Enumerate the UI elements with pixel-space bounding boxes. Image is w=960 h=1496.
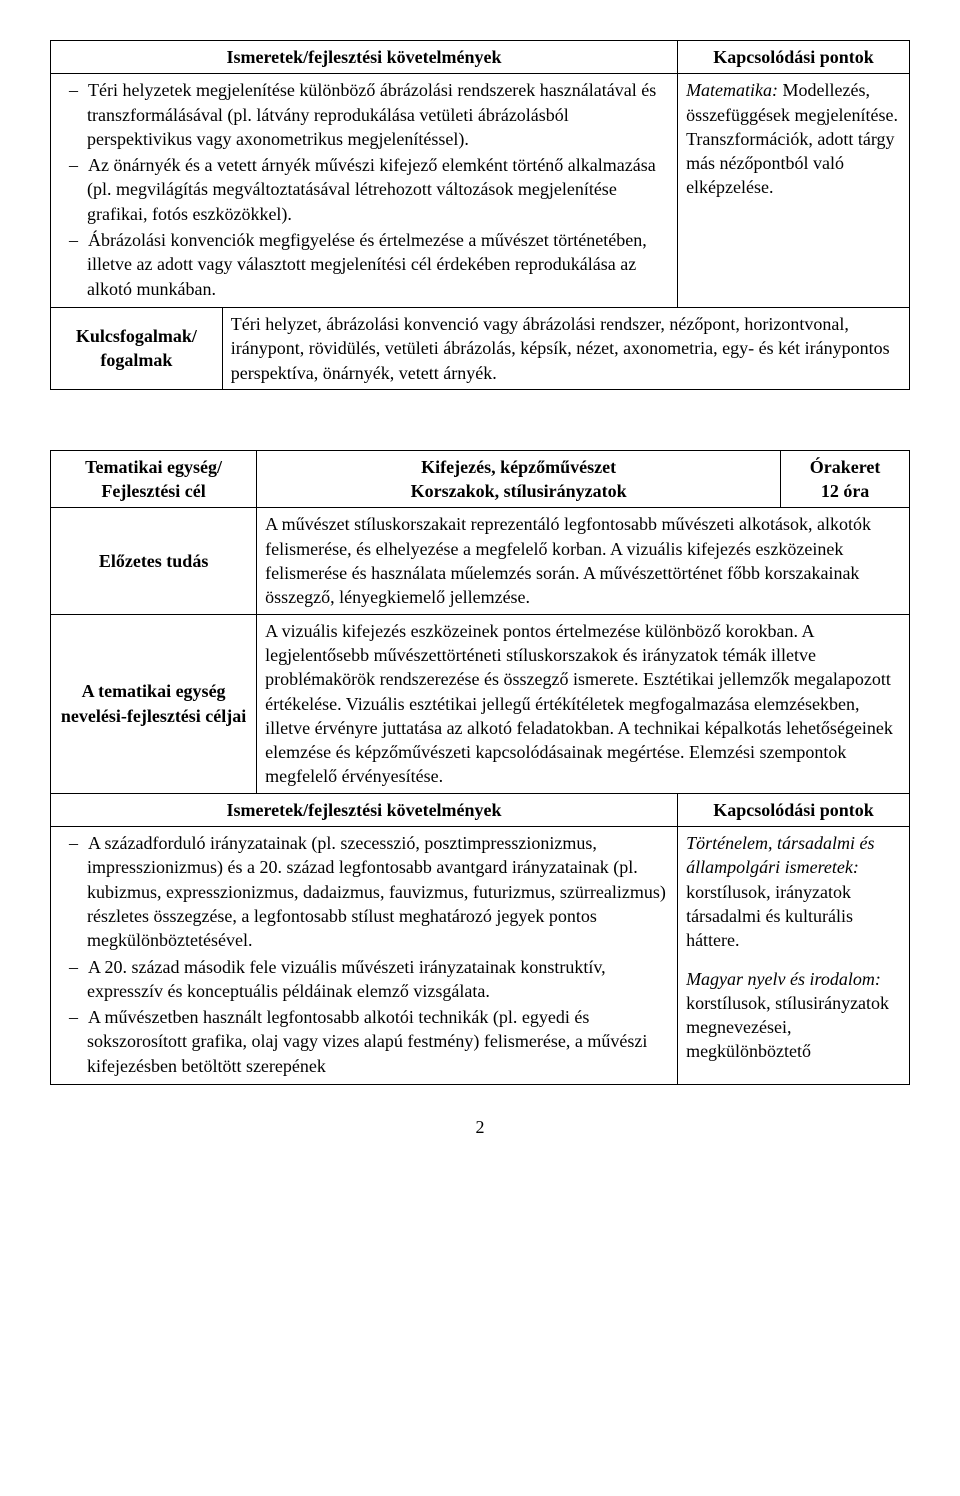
list-item: Téri helyzetek megjelenítése különböző á… xyxy=(59,78,669,151)
list-item: Ábrázolási konvenciók megfigyelése és ér… xyxy=(59,228,669,301)
kulcs-label: Kulcsfogalmak/ fogalmak xyxy=(51,308,223,389)
table-2: Tematikai egység/ Fejlesztési cél Kifeje… xyxy=(50,450,910,794)
table-2-body: A századforduló irányzatainak (pl. szece… xyxy=(50,827,910,1085)
subject-label: Matematika: xyxy=(686,80,778,100)
t2-r3c0b: Ismeretek/fejlesztési követelmények xyxy=(51,794,678,827)
t2-r3c1b: Kapcsolódási pontok xyxy=(678,794,910,827)
t2-r2c0: A tematikai egység nevelési-fejlesztési … xyxy=(51,614,257,793)
kulcs-body: Téri helyzet, ábrázolási konvenció vagy … xyxy=(222,308,909,389)
subject-label: Történelem, társadalmi és állampolgári i… xyxy=(686,833,875,877)
table-1-kulcs: Kulcsfogalmak/ fogalmak Téri helyzet, áb… xyxy=(50,308,910,390)
t2-left-cell: A századforduló irányzatainak (pl. szece… xyxy=(51,827,678,1084)
t2-r0c2: Órakeret 12 óra xyxy=(781,450,910,508)
list-item: A századforduló irányzatainak (pl. szece… xyxy=(59,831,669,952)
t1-left-cell: Téri helyzetek megjelenítése különböző á… xyxy=(51,74,678,308)
table-1-main: Ismeretek/fejlesztési követelmények Kapc… xyxy=(50,40,910,308)
t1-right-cell: Matematika: Modellezés, összefüggések me… xyxy=(678,74,910,308)
list-item: A művészetben használt legfontosabb alko… xyxy=(59,1005,669,1078)
t2-r2c1: A vizuális kifejezés eszközeinek pontos … xyxy=(257,614,910,793)
text: Órakeret xyxy=(810,457,881,477)
text: Tematikai egység/ xyxy=(85,457,222,477)
subject-body: korstílusok, irányzatok társadalmi és ku… xyxy=(686,882,853,951)
t1-header-right: Kapcsolódási pontok xyxy=(678,41,910,74)
t2-r0c1: Kifejezés, képzőművészet Korszakok, stíl… xyxy=(257,450,781,508)
text: Korszakok, stílusirányzatok xyxy=(411,481,627,501)
t2-r1c0: Előzetes tudás xyxy=(51,508,257,614)
table-2-subheader: Ismeretek/fejlesztési követelmények Kapc… xyxy=(50,794,910,827)
t2-r0c0: Tematikai egység/ Fejlesztési cél xyxy=(51,450,257,508)
subject-label: Magyar nyelv és irodalom: xyxy=(686,969,881,989)
text: Kifejezés, képzőművészet xyxy=(421,457,616,477)
list-item: A 20. század második fele vizuális művés… xyxy=(59,955,669,1004)
text: Fejlesztési cél xyxy=(101,481,205,501)
page-number: 2 xyxy=(50,1115,910,1139)
list-item: Az önárnyék és a vetett árnyék művészi k… xyxy=(59,153,669,226)
t1-header-left: Ismeretek/fejlesztési követelmények xyxy=(51,41,678,74)
text: 12 óra xyxy=(821,481,870,501)
subject-body: korstílusok, stílusirányzatok megnevezés… xyxy=(686,993,889,1062)
t2-right-cell: Történelem, társadalmi és állampolgári i… xyxy=(678,827,910,1084)
t2-r1c1: A művészet stíluskorszakait reprezentáló… xyxy=(257,508,910,614)
